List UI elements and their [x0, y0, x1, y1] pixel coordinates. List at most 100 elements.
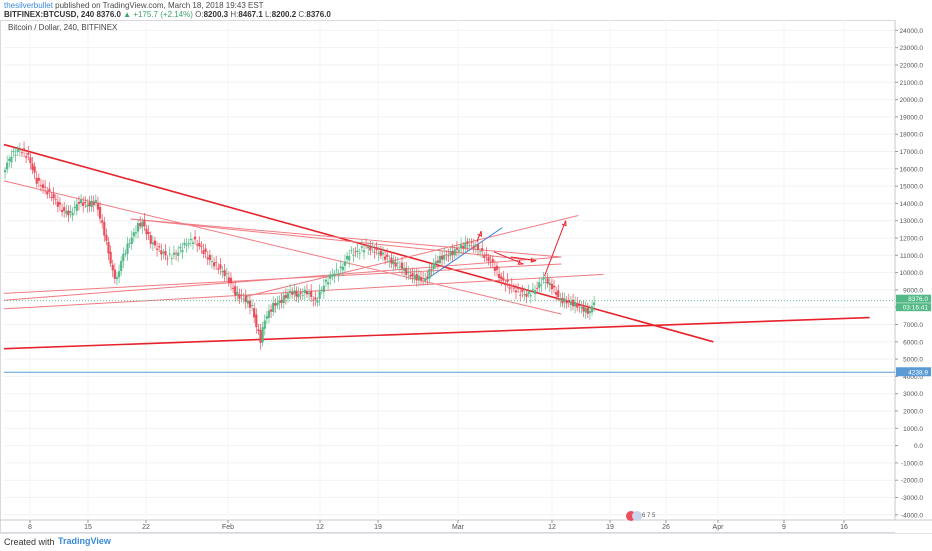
candle-body [117, 271, 121, 278]
candle-body [373, 251, 376, 253]
candle-body [288, 290, 292, 293]
candle-body [48, 188, 51, 192]
candle-body [571, 299, 575, 307]
candle-body [466, 241, 469, 244]
candle-body [136, 223, 140, 232]
price-chart[interactable]: 24000.0 23000.0 22000.0 21000.0 20000.0 19000… [0, 20, 932, 533]
price-tick-label: 11000.0 [900, 253, 923, 260]
candle-body [417, 275, 420, 281]
flag-icon[interactable] [632, 511, 642, 521]
high-value: 8467.1 [238, 10, 263, 19]
candle-body [331, 275, 334, 277]
candle-body [174, 253, 178, 255]
candle-body [540, 284, 543, 286]
candle-body [390, 257, 393, 264]
candle-body [542, 277, 545, 280]
time-axis: 8 15 22 Feb 12 19 Mar 12 19 26 Apr 9 16 [28, 520, 848, 531]
trendline-thin [244, 215, 579, 298]
candle-body [227, 277, 230, 283]
candle-body [293, 290, 296, 295]
candle-body [149, 235, 152, 244]
candle-body [305, 291, 309, 295]
candle-body [162, 252, 165, 254]
events-marker[interactable]: 6 7 5 [626, 511, 656, 521]
candle-body [411, 273, 414, 277]
publish-info: published on TradingView.com, March 18, … [52, 1, 264, 10]
candle-body [278, 300, 281, 304]
countdown-tag-label: 03:16:41 [903, 305, 929, 312]
candle-body [299, 292, 302, 294]
candle-body [413, 275, 416, 280]
candle-body [179, 246, 182, 249]
candle-body [96, 202, 100, 210]
candle-body [316, 300, 319, 303]
trendline-thick [3, 316, 870, 350]
candle-body [384, 256, 387, 260]
candle-body [506, 279, 509, 282]
candle-body [98, 207, 102, 219]
candle-body [424, 278, 427, 281]
candle-body [519, 294, 522, 296]
tradingview-logo[interactable]: TradingView [58, 536, 111, 546]
candle-body [310, 291, 313, 297]
candle-body [3, 170, 7, 173]
candle-body [307, 292, 311, 295]
candle-body [354, 251, 357, 253]
candle-body [217, 268, 220, 270]
price-series [3, 141, 596, 350]
candle-body [512, 287, 515, 289]
candle-body [189, 239, 192, 241]
candle-body [318, 291, 321, 299]
candle-body [153, 240, 157, 246]
candle-body [33, 166, 36, 173]
candle-body [434, 261, 437, 265]
candle-body [447, 255, 450, 257]
arrow-head [517, 260, 524, 265]
candle-body [510, 284, 513, 287]
candle-body [559, 298, 562, 300]
candle-body [82, 202, 85, 206]
price-tick-label: 18000.0 [900, 132, 924, 139]
chart-area[interactable]: 24000.0 23000.0 22000.0 21000.0 20000.0 19000… [0, 20, 932, 533]
chart-title: Bitcoin / Dollar, 240, BITFINEX [8, 23, 118, 32]
price-tick-label: -4000.0 [901, 512, 923, 519]
candle-body [101, 220, 104, 223]
candle-body [267, 310, 271, 318]
candle-body [77, 201, 81, 204]
candle-body [105, 234, 108, 241]
candle-body [139, 223, 142, 227]
candle-body [514, 290, 518, 293]
author-link[interactable]: thesilverbullet [4, 1, 53, 10]
price-tick-label: 22000.0 [900, 62, 924, 69]
candle-body [71, 212, 74, 216]
candle-body [493, 267, 496, 271]
candle-body [590, 306, 594, 313]
price-tick-label: 10000.0 [900, 270, 924, 277]
candle-body [371, 246, 374, 248]
price-tick-label: 14000.0 [900, 201, 924, 208]
candle-body [164, 251, 167, 256]
candle-body [333, 273, 336, 277]
candle-body [261, 327, 264, 343]
candle-body [341, 266, 344, 271]
candle-body [445, 254, 448, 256]
close-label: C: [298, 10, 307, 19]
time-tick-label: Mar [452, 524, 465, 531]
candle-body [350, 250, 353, 252]
trendline-thin [282, 234, 537, 261]
candle-body [544, 282, 547, 283]
candle-body [130, 237, 133, 244]
candle-body [508, 287, 511, 289]
created-with-label: Created with [4, 537, 55, 547]
candle-body [365, 245, 368, 247]
quote-line: BITFINEX:BTCUSD, 240 8376.0 ▲ +175.7 (+2… [4, 10, 331, 20]
candle-body [253, 308, 256, 318]
candle-body [44, 186, 47, 188]
price-tick-label: 20000.0 [900, 97, 924, 104]
candle-body [476, 244, 480, 250]
candle-body [170, 258, 173, 259]
candle-body [474, 244, 477, 247]
candle-body [75, 203, 78, 211]
candle-body [352, 254, 355, 256]
candle-body [369, 247, 372, 251]
